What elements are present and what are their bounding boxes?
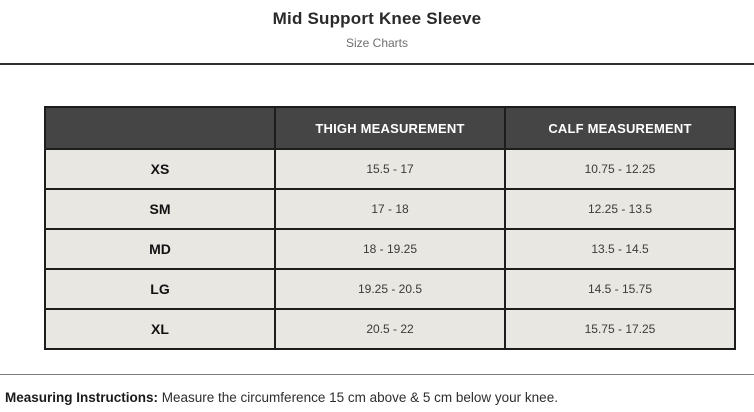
size-label: XL [44, 308, 276, 350]
calf-value: 12.25 - 13.5 [504, 188, 736, 230]
thigh-value: 17 - 18 [274, 188, 506, 230]
page-subtitle: Size Charts [345, 36, 409, 50]
bottom-divider [0, 374, 754, 375]
calf-value: 10.75 - 12.25 [504, 148, 736, 190]
page-title: Mid Support Knee Sleeve [272, 9, 482, 28]
header-cell-size [44, 106, 276, 150]
header-cell-thigh-measurement: THIGH MEASUREMENT [274, 106, 506, 150]
size-label: XS [44, 148, 276, 190]
thigh-value: 18 - 19.25 [274, 228, 506, 270]
size-label: SM [44, 188, 276, 230]
thigh-value: 19.25 - 20.5 [274, 268, 506, 310]
calf-value: 14.5 - 15.75 [504, 268, 736, 310]
top-divider [0, 63, 754, 65]
thigh-value: 20.5 - 22 [274, 308, 506, 350]
measuring-instructions-text: Measure the circumference 15 cm above & … [158, 390, 558, 405]
table-header-row: THIGH MEASUREMENT CALF MEASUREMENT [44, 106, 736, 150]
table-row-xs: XS 15.5 - 17 10.75 - 12.25 [44, 148, 736, 190]
measuring-instructions-label: Measuring Instructions: [5, 390, 159, 405]
size-label: LG [44, 268, 276, 310]
table-row-lg: LG 19.25 - 20.5 14.5 - 15.75 [44, 268, 736, 310]
measuring-instructions: Measuring Instructions: Measure the circ… [5, 390, 754, 405]
table-row-xl: XL 20.5 - 22 15.75 - 17.25 [44, 308, 736, 350]
size-chart-table: THIGH MEASUREMENT CALF MEASUREMENT XS 15… [44, 106, 736, 350]
size-label: MD [44, 228, 276, 270]
table-row-md: MD 18 - 19.25 13.5 - 14.5 [44, 228, 736, 270]
calf-value: 13.5 - 14.5 [504, 228, 736, 270]
table-row-sm: SM 17 - 18 12.25 - 13.5 [44, 188, 736, 230]
thigh-value: 15.5 - 17 [274, 148, 506, 190]
calf-value: 15.75 - 17.25 [504, 308, 736, 350]
header-cell-calf-measurement: CALF MEASUREMENT [504, 106, 736, 150]
